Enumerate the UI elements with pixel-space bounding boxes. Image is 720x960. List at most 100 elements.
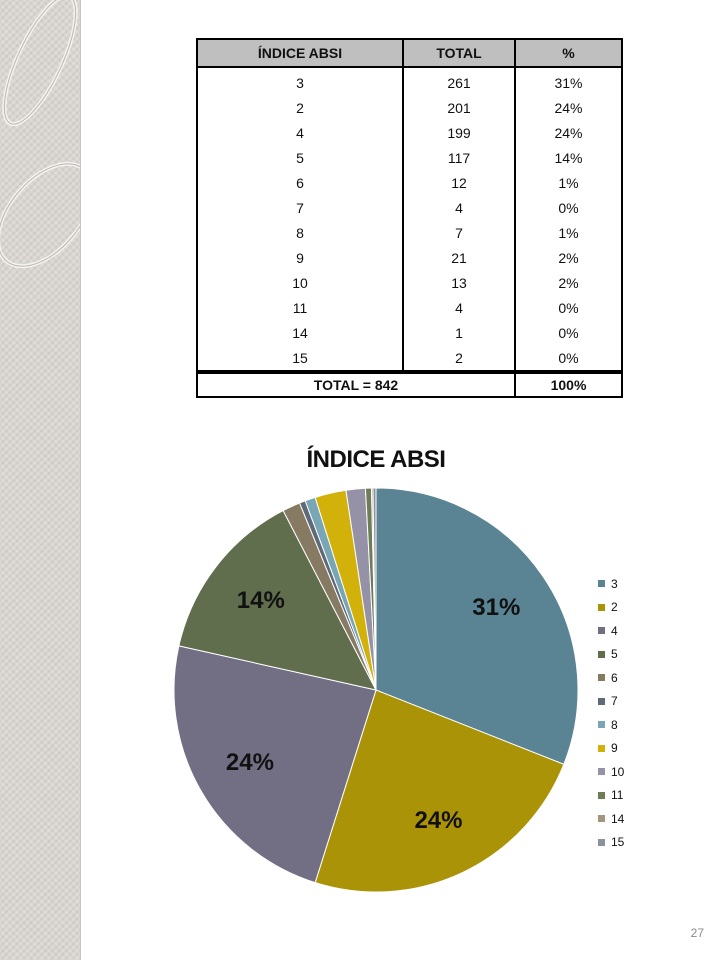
cell-percent: 31% bbox=[514, 67, 623, 95]
cell-index: 6 bbox=[196, 170, 404, 195]
legend-item-3: 3 bbox=[598, 572, 624, 596]
legend-swatch bbox=[598, 744, 605, 752]
legend-item-10: 10 bbox=[598, 760, 624, 784]
cell-percent: 0% bbox=[514, 195, 623, 220]
legend-item-7: 7 bbox=[598, 690, 624, 714]
cell-index: 7 bbox=[196, 195, 404, 220]
legend-swatch bbox=[598, 721, 605, 729]
chart-title: ÍNDICE ABSI bbox=[306, 446, 446, 473]
legend-item-15: 15 bbox=[598, 831, 624, 855]
data-label-4: 24% bbox=[225, 748, 274, 776]
decorative-side-panel bbox=[0, 0, 81, 960]
table-row: 9 21 2% bbox=[196, 245, 623, 270]
legend-swatch bbox=[598, 791, 605, 799]
pie-slice-4 bbox=[173, 645, 377, 884]
legend-swatch bbox=[598, 697, 605, 705]
cell-percent: 0% bbox=[514, 345, 623, 372]
table-row: 4 199 24% bbox=[196, 120, 623, 145]
legend-item-2: 2 bbox=[598, 596, 624, 620]
header-total: TOTAL bbox=[402, 38, 516, 68]
legend-item-11: 11 bbox=[598, 784, 624, 808]
legend-label: 10 bbox=[611, 764, 625, 779]
total-label: TOTAL = 842 bbox=[196, 370, 516, 398]
header-index: ÍNDICE ABSI bbox=[196, 38, 404, 68]
legend-item-8: 8 bbox=[598, 713, 624, 737]
legend-swatch bbox=[598, 768, 605, 776]
legend-label: 15 bbox=[611, 835, 625, 850]
cell-percent: 14% bbox=[514, 145, 623, 170]
cell-index: 11 bbox=[196, 295, 404, 320]
pie-slice-2 bbox=[314, 689, 565, 893]
table-header-row: ÍNDICE ABSI TOTAL % bbox=[196, 38, 623, 68]
cell-index: 2 bbox=[196, 95, 404, 120]
cell-index: 14 bbox=[196, 320, 404, 345]
cell-total: 12 bbox=[402, 170, 516, 195]
cell-total: 21 bbox=[402, 245, 516, 270]
cell-total: 199 bbox=[402, 120, 516, 145]
table-row: 8 7 1% bbox=[196, 220, 623, 245]
legend-label: 6 bbox=[611, 670, 618, 685]
legend-item-9: 9 bbox=[598, 737, 624, 761]
cell-index: 9 bbox=[196, 245, 404, 270]
legend-swatch bbox=[598, 815, 605, 823]
cell-index: 15 bbox=[196, 345, 404, 372]
cell-total: 261 bbox=[402, 67, 516, 95]
legend-item-5: 5 bbox=[598, 643, 624, 667]
pie-slice-3 bbox=[375, 487, 579, 765]
cell-total: 1 bbox=[402, 320, 516, 345]
pie-slice-5 bbox=[178, 509, 377, 691]
cell-total: 4 bbox=[402, 195, 516, 220]
table-row: 5 117 14% bbox=[196, 145, 623, 170]
table-row: 11 4 0% bbox=[196, 295, 623, 320]
cell-percent: 0% bbox=[514, 320, 623, 345]
legend-label: 3 bbox=[611, 576, 618, 591]
table-row: 10 13 2% bbox=[196, 270, 623, 295]
table-total-row: TOTAL = 842 100% bbox=[196, 370, 623, 398]
data-label-2: 24% bbox=[414, 807, 463, 835]
legend-label: 4 bbox=[611, 623, 618, 638]
legend-item-14: 14 bbox=[598, 807, 624, 831]
cell-total: 2 bbox=[402, 345, 516, 372]
chart-legend: 3 2 4 5 6 7 8 9 10 11 14 15 bbox=[598, 572, 624, 854]
cell-total: 117 bbox=[402, 145, 516, 170]
cell-index: 10 bbox=[196, 270, 404, 295]
table-row: 15 2 0% bbox=[196, 345, 623, 372]
legend-label: 7 bbox=[611, 694, 618, 709]
legend-swatch bbox=[598, 627, 605, 635]
cell-index: 4 bbox=[196, 120, 404, 145]
cell-percent: 2% bbox=[514, 270, 623, 295]
absi-index-table: ÍNDICE ABSI TOTAL % 3 261 31% 2 201 24% … bbox=[196, 38, 623, 398]
legend-swatch bbox=[598, 580, 605, 588]
cell-percent: 24% bbox=[514, 120, 623, 145]
cell-percent: 1% bbox=[514, 170, 623, 195]
table-row: 6 12 1% bbox=[196, 170, 623, 195]
legend-swatch bbox=[598, 838, 605, 846]
legend-swatch bbox=[598, 603, 605, 611]
header-percent: % bbox=[514, 38, 623, 68]
table-row: 7 4 0% bbox=[196, 195, 623, 220]
data-label-3: 31% bbox=[472, 594, 521, 622]
legend-swatch bbox=[598, 674, 605, 682]
legend-item-4: 4 bbox=[598, 619, 624, 643]
cell-percent: 24% bbox=[514, 95, 623, 120]
legend-label: 8 bbox=[611, 717, 618, 732]
legend-label: 11 bbox=[611, 788, 624, 803]
cell-percent: 2% bbox=[514, 245, 623, 270]
cell-total: 201 bbox=[402, 95, 516, 120]
legend-label: 5 bbox=[611, 647, 618, 662]
cell-index: 5 bbox=[196, 145, 404, 170]
total-percent: 100% bbox=[514, 370, 623, 398]
cell-total: 7 bbox=[402, 220, 516, 245]
cell-percent: 0% bbox=[514, 295, 623, 320]
pie-slice-15 bbox=[372, 487, 377, 691]
cell-percent: 1% bbox=[514, 220, 623, 245]
cell-total: 4 bbox=[402, 295, 516, 320]
cell-index: 3 bbox=[196, 67, 404, 95]
page-number: 27 bbox=[690, 926, 704, 940]
table-row: 14 1 0% bbox=[196, 320, 623, 345]
table-row: 3 261 31% bbox=[196, 67, 623, 95]
cell-index: 8 bbox=[196, 220, 404, 245]
legend-label: 9 bbox=[611, 741, 618, 756]
data-label-5: 14% bbox=[236, 587, 285, 615]
